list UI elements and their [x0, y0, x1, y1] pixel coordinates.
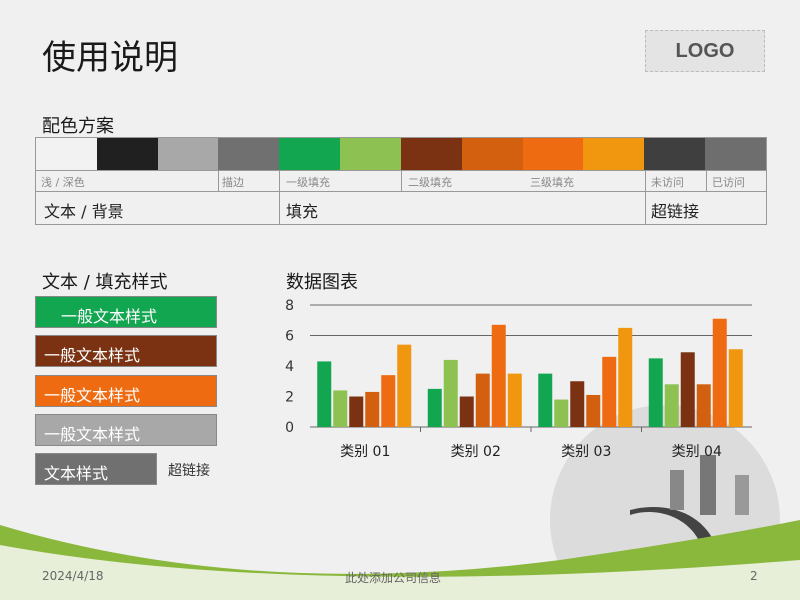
group-fill: 填充: [286, 202, 319, 221]
bar: [507, 373, 522, 427]
color-swatch: [583, 138, 645, 170]
color-swatch: [340, 138, 401, 170]
bar: [602, 356, 617, 427]
label-stroke: 描边: [222, 176, 244, 189]
color-swatch: [218, 138, 280, 170]
bar: [349, 396, 364, 427]
bar: [696, 384, 711, 427]
color-swatch: [705, 138, 766, 170]
y-tick-label: 2: [285, 390, 294, 406]
color-swatch: [400, 138, 462, 170]
color-swatch: [522, 138, 584, 170]
x-category-label: 类别 02: [451, 444, 501, 460]
building-graphic: [735, 475, 749, 515]
bar: [333, 390, 348, 427]
bar: [618, 327, 633, 427]
color-palette-table: 浅 / 深色 描边 一级填充 二级填充 三级填充 未访问 已访问 文本 / 背景…: [35, 137, 767, 225]
bar: [475, 373, 490, 427]
chart-heading: 数据图表: [286, 272, 358, 293]
color-swatch: [279, 138, 341, 170]
bar: [317, 361, 332, 427]
bar: [554, 399, 569, 427]
bar: [397, 344, 412, 427]
label-fill-3: 三级填充: [530, 176, 574, 189]
style-sample-orange: 一般文本样式: [35, 375, 217, 407]
group-hyperlink: 超链接: [651, 202, 700, 221]
styles-heading: 文本 / 填充样式: [42, 272, 168, 293]
style-sample-green: 一般文本样式: [35, 296, 217, 328]
bar: [680, 352, 695, 427]
bar: [427, 388, 442, 427]
label-fill-1: 一级填充: [286, 176, 330, 189]
label-row: 浅 / 深色 描边 一级填充 二级填充 三级填充 未访问 已访问: [36, 171, 766, 192]
bar: [648, 358, 663, 427]
footer-page-number: 2: [750, 569, 758, 583]
bar: [712, 318, 727, 427]
y-tick-label: 0: [285, 420, 294, 436]
footer-company: 此处添加公司信息: [345, 571, 442, 585]
x-category-label: 类别 03: [561, 444, 611, 460]
bar: [664, 384, 679, 427]
page-title: 使用说明: [42, 38, 178, 78]
style-sample-dark-gray: 文本样式: [35, 453, 157, 485]
building-graphic: [700, 455, 716, 515]
style-sample-gray: 一般文本样式: [35, 414, 217, 446]
bar: [443, 359, 458, 427]
group-text-bg: 文本 / 背景: [44, 202, 124, 221]
color-swatch: [644, 138, 706, 170]
style-sample-brown: 一般文本样式: [35, 335, 217, 367]
label-fill-2: 二级填充: [408, 176, 452, 189]
swatch-row: [36, 138, 766, 171]
footer-date: 2024/4/18: [42, 569, 104, 583]
label-visited: 已访问: [712, 176, 745, 189]
bar: [570, 381, 585, 427]
color-swatch: [157, 138, 219, 170]
color-swatch: [36, 138, 97, 170]
bar: [459, 396, 474, 427]
palette-heading: 配色方案: [42, 116, 114, 137]
x-category-label: 类别 01: [340, 444, 390, 460]
y-tick-label: 6: [285, 329, 294, 345]
light-wave: [0, 545, 800, 600]
label-unvisited: 未访问: [651, 176, 684, 189]
group-row: 文本 / 背景 填充 超链接: [36, 192, 766, 224]
color-swatch: [96, 138, 158, 170]
bar: [538, 373, 553, 427]
bar: [381, 375, 396, 427]
bar: [491, 324, 506, 427]
bar-chart: 0 2 4 6 8 类别 01 类别 02 类别 03 类别 04: [285, 298, 752, 460]
x-category-label: 类别 04: [672, 444, 722, 460]
logo-placeholder: LOGO: [645, 30, 765, 72]
bar: [728, 349, 743, 427]
hyperlink-sample[interactable]: 超链接: [168, 463, 210, 479]
building-graphic: [670, 470, 684, 510]
bar: [586, 394, 601, 427]
y-tick-label: 8: [285, 298, 294, 314]
color-swatch: [461, 138, 523, 170]
label-light-dark: 浅 / 深色: [41, 176, 85, 189]
bar: [365, 391, 380, 427]
y-tick-label: 4: [285, 359, 294, 375]
